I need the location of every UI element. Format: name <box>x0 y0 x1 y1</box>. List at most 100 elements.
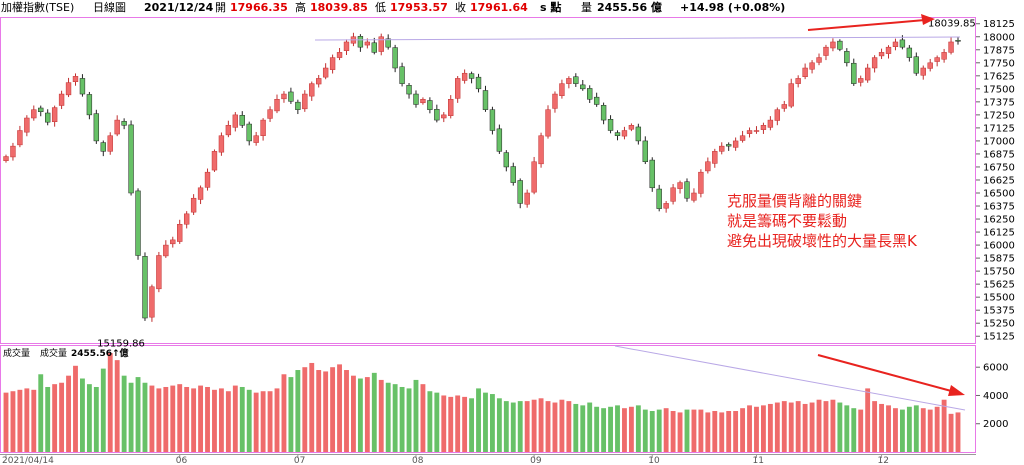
volume-bar <box>371 372 377 452</box>
volume-bar <box>38 374 44 452</box>
volume-bar <box>719 412 725 452</box>
volume-bar <box>184 386 190 452</box>
candle <box>892 38 899 51</box>
candle <box>774 107 781 126</box>
close-label: 收 <box>455 1 466 14</box>
candle <box>906 45 913 62</box>
low-value: 17953.57 <box>390 1 448 14</box>
candle <box>941 48 947 63</box>
volume-bar <box>552 402 558 452</box>
volume-bar <box>80 378 85 452</box>
candle <box>454 76 461 103</box>
candle <box>253 131 259 146</box>
candle <box>802 63 808 80</box>
volume-bar <box>455 395 461 452</box>
candle <box>712 148 718 168</box>
candle <box>3 154 9 163</box>
volume-bar <box>93 386 99 452</box>
candle <box>642 136 648 165</box>
volume-bar <box>691 409 697 452</box>
volume-bar <box>566 401 572 452</box>
low-label: 低 <box>375 1 386 14</box>
volume-bar <box>538 398 544 452</box>
date-tick-label: 12 <box>878 456 889 465</box>
volume-bar <box>677 412 683 452</box>
candle <box>482 85 489 112</box>
volume-bar <box>510 402 516 452</box>
annotation-line-2: 就是籌碼不要鬆動 <box>727 212 847 230</box>
candle <box>211 149 218 172</box>
unit-label: s 點 <box>540 1 562 14</box>
candle <box>489 106 496 135</box>
volume-bar <box>503 401 509 452</box>
price-tick-label: 17750 <box>983 58 1015 69</box>
candle <box>545 105 551 139</box>
volume-bar <box>288 377 294 452</box>
volume-bar <box>260 391 266 452</box>
volume-bar <box>170 385 176 452</box>
volume-bar <box>615 405 620 452</box>
candle <box>343 39 350 55</box>
volume-bar <box>17 389 23 452</box>
candle <box>267 106 273 122</box>
price-tick-label: 15375 <box>983 306 1015 317</box>
price-trend-line <box>314 36 961 41</box>
candle <box>837 39 843 52</box>
candle <box>600 102 607 125</box>
volume-bar <box>385 382 391 452</box>
volume-bar <box>837 402 843 452</box>
candle <box>406 83 412 99</box>
candle <box>281 91 287 103</box>
volume-bar <box>767 403 773 452</box>
volume-bar <box>955 412 961 452</box>
volume-bar <box>774 402 780 452</box>
volume-bar <box>413 379 419 452</box>
volume-bar <box>330 367 336 452</box>
volume-bar <box>670 411 676 452</box>
volume-panel-value: 2455.56↑億 <box>71 347 129 359</box>
volume-tick-label: 2000 <box>983 419 1008 430</box>
candle <box>587 85 593 103</box>
volume-bar <box>274 388 280 452</box>
candle <box>322 63 329 80</box>
price-tick-label: 16125 <box>983 228 1015 239</box>
volume-bar <box>594 406 600 452</box>
volume-bar <box>448 396 454 452</box>
candle <box>260 118 266 141</box>
volume-bar <box>31 389 37 452</box>
candle <box>830 38 836 52</box>
volume-tick-label: 6000 <box>983 363 1008 374</box>
volume-bar <box>524 401 530 452</box>
candle <box>809 60 815 74</box>
volume-bar <box>580 405 586 452</box>
volume-bar <box>399 386 405 452</box>
price-tick-label: 16250 <box>983 215 1015 226</box>
candle <box>566 76 572 89</box>
candle <box>934 55 940 67</box>
volume-bar <box>323 371 329 452</box>
candle <box>670 184 676 205</box>
volume-value: 2455.56 億 <box>597 1 662 14</box>
volume-bar <box>392 384 398 452</box>
candle <box>420 97 426 105</box>
period-label[interactable]: 日線圖 <box>93 1 126 14</box>
volume-bar <box>531 399 537 452</box>
candle <box>309 81 315 101</box>
candle <box>656 184 662 212</box>
price-tick-label: 17250 <box>983 110 1015 121</box>
volume-bar <box>941 399 947 452</box>
candle <box>24 115 30 137</box>
candle <box>746 127 753 138</box>
volume-bar <box>740 408 746 452</box>
volume-bar <box>642 409 648 452</box>
candle <box>142 252 148 321</box>
candle <box>726 142 732 151</box>
volume-bar <box>302 367 308 452</box>
volume-bar <box>684 409 690 452</box>
volume-bar <box>246 389 252 452</box>
date-tick-label: 11 <box>752 456 763 465</box>
date-tick-label: 10 <box>648 456 660 465</box>
volume-bar <box>934 406 940 452</box>
volume-bar <box>3 392 9 452</box>
